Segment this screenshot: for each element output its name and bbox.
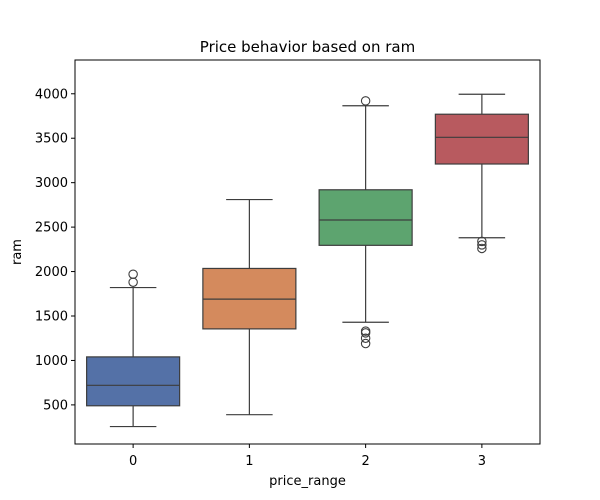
y-tick-label: 2000 [35, 265, 68, 280]
plot-frame [74, 59, 541, 445]
box-group-1 [202, 198, 297, 416]
x-tick-label: 3 [478, 454, 486, 469]
y-tick-label: 2500 [35, 221, 68, 236]
outlier-point [477, 240, 487, 250]
outlier-point [128, 269, 138, 279]
x-tick-label: 2 [361, 454, 369, 469]
y-tick-label: 500 [43, 398, 68, 413]
y-tick-label: 1000 [35, 354, 68, 369]
y-tick-label: 4000 [35, 87, 68, 102]
outlier-point [360, 96, 371, 106]
outlier-point [360, 333, 371, 343]
chart-title: Price behavior based on ram [200, 38, 415, 56]
box-iqr [318, 189, 413, 246]
outlier-point [360, 328, 371, 338]
box-group-0 [86, 269, 181, 428]
plot-marks [86, 93, 529, 428]
box-group-2 [318, 96, 413, 349]
y-axis: 500 1000 1500 2000 2500 3000 3500 4000 [35, 87, 75, 413]
box-group-3 [434, 93, 529, 254]
outlier-point [477, 236, 487, 247]
y-tick-label: 3000 [35, 176, 68, 191]
outlier-point [477, 243, 487, 254]
x-tick-label: 0 [129, 454, 137, 469]
outlier-point [128, 277, 138, 287]
outlier-point [360, 338, 371, 349]
y-axis-label: ram [10, 239, 25, 265]
box-iqr [434, 113, 529, 165]
x-tick-label: 1 [245, 454, 253, 469]
x-axis: 0 1 2 3 [129, 444, 486, 469]
x-axis-label: price_range [269, 474, 346, 489]
box-iqr [86, 356, 181, 407]
y-tick-label: 3500 [35, 132, 68, 147]
y-tick-label: 1500 [35, 310, 68, 325]
